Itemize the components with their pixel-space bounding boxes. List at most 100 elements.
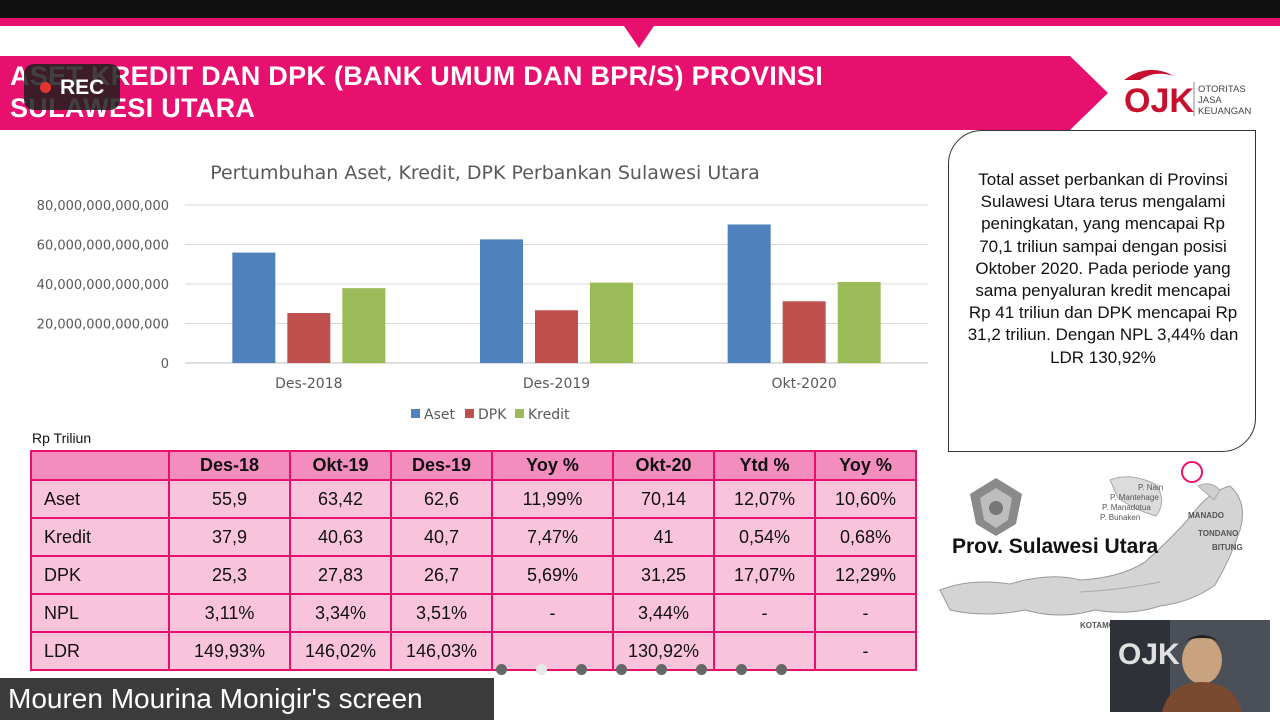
map-place-labels: P. Nain P. Mantehage P. Manadotua P. Bun… [1080, 483, 1243, 630]
northern-islands [1109, 476, 1163, 517]
table-cell: 10,60% [814, 479, 917, 519]
presenter-video-icon: OJK [1110, 620, 1270, 712]
chart-legend-swatch [411, 409, 420, 418]
chart-bar-aset-okt-2020 [727, 224, 771, 363]
nav-dot[interactable] [616, 664, 627, 675]
table-header-cell: Okt-20 [612, 450, 715, 481]
table-cell: 26,7 [390, 555, 493, 595]
nav-dot[interactable] [776, 664, 787, 675]
chart-legend-label: Kredit [528, 407, 570, 423]
table-row-label: NPL [30, 593, 170, 633]
island-shape [1197, 483, 1221, 501]
screen-share-label: Mouren Mourina Monigir's screen [0, 678, 494, 720]
video-overlay-text: OJK [1118, 638, 1180, 671]
summary-callout: Total asset perbankan di Provinsi Sulawe… [948, 130, 1256, 452]
table-row-label: Kredit [30, 517, 170, 557]
chart-legend-swatch [515, 409, 524, 418]
ojk-logo-icon: OJK [1124, 69, 1195, 120]
table-cell: 3,11% [168, 593, 291, 633]
nav-dot[interactable] [656, 664, 667, 675]
table-cell: 12,29% [814, 555, 917, 595]
table-header-row: Des-18 Okt-19 Des-19 Yoy % Okt-20 Ytd % … [30, 450, 917, 481]
chart-legend-swatch [465, 409, 474, 418]
ojk-logo-text: OTORITAS JASA KEUANGAN [1198, 84, 1251, 117]
table-row-label: Aset [30, 479, 170, 519]
slide-title: ASET KREDIT DAN DPK (BANK UMUM DAN BPR/S… [10, 60, 1050, 124]
nav-dot[interactable] [696, 664, 707, 675]
table-row-dpk: DPK 25,3 27,83 26,7 5,69% 31,25 17,07% 1… [30, 555, 917, 595]
table-cell [491, 631, 614, 671]
header-notch [624, 26, 654, 48]
table-cell: 3,51% [390, 593, 493, 633]
chart-bar-kredit-okt-2020 [837, 282, 881, 363]
province-emblem-icon [970, 478, 1022, 536]
province-landmass [939, 485, 1243, 616]
chart-bar-aset-des-2019 [480, 239, 523, 363]
logo-text-line-1: OTORITAS [1198, 84, 1246, 95]
table-cell: 70,14 [612, 479, 715, 519]
table-cell: - [491, 593, 614, 633]
table-unit-label: Rp Triliun [32, 430, 92, 446]
nav-dot-active[interactable] [536, 664, 547, 675]
top-black-bar [0, 0, 1280, 18]
table-cell [713, 631, 816, 671]
table-row-npl: NPL 3,11% 3,34% 3,51% - 3,44% - - [30, 593, 917, 633]
table-cell: 149,93% [168, 631, 291, 671]
title-banner: ASET KREDIT DAN DPK (BANK UMUM DAN BPR/S… [0, 56, 1108, 130]
chart-y-tick-label: 80,000,000,000,000 [37, 199, 169, 214]
table-cell: 146,02% [289, 631, 392, 671]
table-header-cell: Yoy % [491, 450, 614, 481]
chart-legend-label: DPK [478, 407, 507, 423]
table-cell: 62,6 [390, 479, 493, 519]
indicator-table: Des-18 Okt-19 Des-19 Yoy % Okt-20 Ytd % … [30, 450, 917, 671]
table-row-label: DPK [30, 555, 170, 595]
growth-bar-chart: Pertumbuhan Aset, Kredit, DPK Perbankan … [37, 162, 928, 423]
chart-x-tick-label: Des-2018 [275, 376, 342, 392]
table-cell: 7,47% [491, 517, 614, 557]
table-row-kredit: Kredit 37,9 40,63 40,7 7,47% 41 0,54% 0,… [30, 517, 917, 557]
table-cell: 3,34% [289, 593, 392, 633]
ojk-logo: OJK [1118, 62, 1268, 126]
map-place-label: MANADO [1188, 511, 1224, 520]
table-header-cell: Okt-19 [289, 450, 392, 481]
table-cell: 31,25 [612, 555, 715, 595]
chart-bar-kredit-des-2019 [590, 282, 633, 363]
summary-text: Total asset perbankan di Provinsi Sulawe… [967, 170, 1239, 367]
table-header-cell [30, 450, 170, 481]
chart-title: Pertumbuhan Aset, Kredit, DPK Perbankan … [210, 162, 760, 184]
chart-x-tick-label: Okt-2020 [772, 376, 837, 392]
nav-dot[interactable] [736, 664, 747, 675]
table-row-ldr: LDR 149,93% 146,02% 146,03% 130,92% - [30, 631, 917, 671]
chart-bar-dpk-des-2019 [535, 310, 578, 363]
table-cell: 17,07% [713, 555, 816, 595]
chart-x-tick-label: Des-2019 [523, 376, 590, 392]
map-highlight-icon [1181, 461, 1203, 483]
table-cell: 0,68% [814, 517, 917, 557]
logo-mark: OJK [1124, 82, 1194, 120]
map-place-label: TONDANO [1198, 529, 1238, 538]
slide-navigation-dots[interactable] [490, 660, 800, 680]
nav-dot[interactable] [496, 664, 507, 675]
logo-text-line-3: KEUANGAN [1198, 106, 1252, 117]
recording-indicator: REC [24, 64, 120, 110]
chart-x-tick-labels: Des-2018 Des-2019 Okt-2020 [275, 376, 837, 392]
table-header-cell: Des-19 [390, 450, 493, 481]
map-place-label: BITUNG [1212, 543, 1243, 552]
nav-dot[interactable] [576, 664, 587, 675]
table-cell: 11,99% [491, 479, 614, 519]
table-cell: - [814, 631, 917, 671]
map-place-label: P. Manadotua [1102, 503, 1151, 512]
map-place-label: P. Nain [1138, 483, 1163, 492]
table-cell: 55,9 [168, 479, 291, 519]
chart-y-tick-labels: 0 20,000,000,000,000 40,000,000,000,000 60,… [37, 199, 169, 372]
table-row-aset: Aset 55,9 63,42 62,6 11,99% 70,14 12,07%… [30, 479, 917, 519]
presenter-video-thumbnail[interactable]: OJK [1110, 620, 1270, 712]
table-cell: 12,07% [713, 479, 816, 519]
table-cell: 27,83 [289, 555, 392, 595]
table-cell: 25,3 [168, 555, 291, 595]
table-cell: 0,54% [713, 517, 816, 557]
map-place-label: P. Bunaken [1100, 513, 1140, 522]
province-label: Prov. Sulawesi Utara [952, 535, 1159, 558]
chart-bar-dpk-okt-2020 [782, 301, 826, 363]
table-cell: 5,69% [491, 555, 614, 595]
